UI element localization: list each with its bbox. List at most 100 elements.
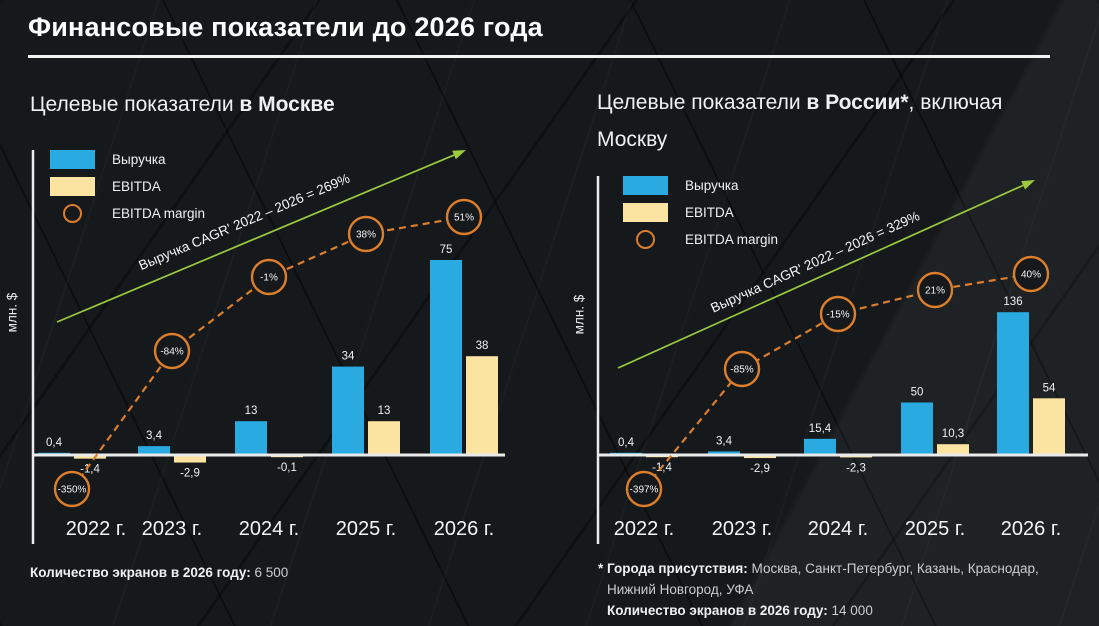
legend-label: EBITDA margin [112, 206, 206, 221]
screens-label: Количество экранов в 2026 году: [30, 565, 251, 580]
ebitda-bar [1033, 398, 1065, 455]
legend-label: EBITDA [112, 179, 161, 194]
year-label: 2023 г. [712, 518, 772, 540]
bar-value-label: 34 [342, 351, 355, 363]
margin-ring-icon [623, 230, 668, 249]
revenue-bar [430, 260, 462, 455]
bar-value-label: 136 [1003, 296, 1022, 308]
margin-dashed-line [71, 215, 465, 490]
bar-value-label: 0,4 [618, 437, 635, 449]
ebitda-swatch [623, 203, 668, 222]
margin-circle [723, 350, 761, 388]
margin-circle [819, 295, 857, 333]
bar-value-label: 3,4 [146, 430, 163, 442]
moscow-legend: Выручка EBITDA EBITDA margin [50, 150, 205, 223]
revenue-swatch [50, 150, 95, 169]
page-title: Финансовые показатели до 2026 года [28, 12, 543, 42]
cities-line2: Нижний Новгород, УФА [607, 582, 754, 597]
cities-label: * Города присутствия: [598, 561, 748, 576]
year-label: 2026 г. [1001, 518, 1061, 540]
margin-circle [445, 198, 483, 236]
year-label: 2025 г. [905, 518, 965, 540]
legend-item-revenue: Выручка [50, 150, 205, 169]
margin-circle [250, 258, 288, 296]
ebitda-bar [174, 455, 206, 463]
cagr-label: Выручка CAGR' 2022 – 2026 = 269% [136, 171, 352, 273]
legend-label: EBITDA margin [685, 232, 779, 247]
heading-suffix: , включая [908, 91, 1003, 114]
bar-value-label: 13 [245, 405, 258, 417]
heading-prefix: Целевые показатели [597, 91, 807, 114]
screens-value: 6 500 [254, 565, 289, 580]
growth-arrow-head [452, 150, 466, 160]
russia-chart-heading: Целевые показатели в России*, включая Мо… [597, 84, 1077, 158]
bar-value-label: 10,3 [942, 428, 964, 440]
cities-line1: Москва, Санкт-Петербург, Казань, Краснод… [751, 561, 1039, 576]
margin-circle [53, 470, 91, 508]
margin-circle [625, 470, 663, 508]
bar-value-label: -1,4 [80, 464, 100, 476]
year-label: 2025 г. [336, 518, 396, 540]
margin-label: 21% [925, 286, 945, 297]
margin-label: -15% [826, 310, 849, 321]
revenue-bar [997, 312, 1029, 455]
legend-label: EBITDA [685, 205, 734, 220]
revenue-bar [138, 446, 170, 455]
margin-circle [153, 332, 191, 370]
year-label: 2022 г. [66, 518, 126, 540]
margin-label: 40% [1021, 270, 1041, 281]
ebitda-bar [744, 455, 776, 459]
bar-value-label: 15,4 [809, 423, 832, 435]
margin-label: 38% [356, 230, 376, 241]
legend-item-margin: EBITDA margin [623, 230, 778, 249]
revenue-bar [901, 402, 933, 455]
margin-circle [916, 271, 954, 309]
bar-value-label: 13 [378, 405, 391, 417]
revenue-bar [332, 366, 364, 455]
margin-label: -397% [630, 485, 659, 496]
margin-circle [347, 215, 385, 253]
legend-item-ebitda: EBITDA [50, 177, 205, 196]
russia-chart: Выручка CAGR' 2022 – 2026 = 329%0,4-1,43… [596, 176, 1088, 544]
cagr-label: Выручка CAGR' 2022 – 2026 = 329% [708, 208, 922, 315]
ebitda-bar [937, 444, 969, 455]
revenue-bar [804, 438, 836, 455]
bar-value-label: 0,4 [46, 437, 63, 449]
ebitda-bar [74, 455, 106, 459]
bar-value-label: 38 [476, 340, 489, 352]
russia-footnote: * Города присутствия: Москва, Санкт-Пете… [598, 558, 1088, 621]
bar-value-label: -0,1 [277, 462, 297, 474]
year-label: 2024 г. [808, 518, 868, 540]
year-label: 2024 г. [239, 518, 299, 540]
margin-label: -350% [58, 485, 87, 496]
heading-line2: Москву [597, 128, 668, 151]
margin-label: -1% [260, 273, 278, 284]
ebitda-bar [368, 421, 400, 455]
margin-label: -84% [160, 347, 183, 358]
year-label: 2023 г. [142, 518, 202, 540]
legend-label: Выручка [685, 178, 739, 193]
margin-label: -85% [730, 365, 753, 376]
bar-value-label: 54 [1043, 382, 1056, 394]
legend-item-ebitda: EBITDA [623, 203, 778, 222]
moscow-chart-heading: Целевые показатели в Москве [30, 86, 550, 123]
heading-prefix: Целевые показатели [30, 93, 240, 116]
margin-ring-icon [50, 204, 95, 223]
margin-label: 51% [454, 213, 474, 224]
heading-highlight: в России* [806, 91, 909, 114]
bar-value-label: -2,9 [750, 463, 770, 475]
year-label: 2022 г. [614, 518, 674, 540]
bar-value-label: -2,9 [180, 468, 200, 480]
legend-item-margin: EBITDA margin [50, 204, 205, 223]
title-divider [28, 55, 1050, 58]
moscow-screens-note: Количество экранов в 2026 году: 6 500 [30, 562, 288, 583]
growth-arrow-line [56, 154, 455, 323]
legend-label: Выручка [112, 152, 166, 167]
heading-highlight: в Москве [239, 93, 335, 116]
growth-arrow-line [617, 184, 1024, 369]
revenue-bar [708, 451, 740, 455]
bar-value-label: 75 [440, 244, 453, 256]
screens-value: 14 000 [831, 603, 873, 618]
revenue-bar [235, 421, 267, 455]
moscow-chart: Выручка CAGR' 2022 – 2026 = 269% 0,4 -1,4 3… [31, 150, 505, 544]
